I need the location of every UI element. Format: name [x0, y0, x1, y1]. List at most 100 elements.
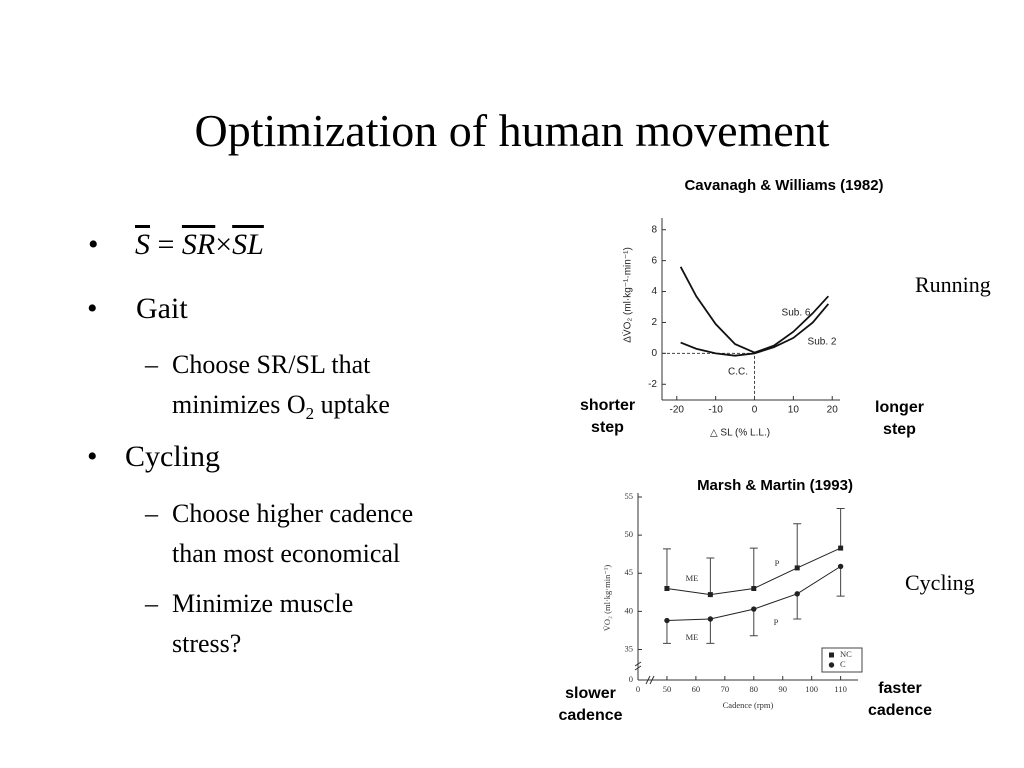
x-break-label: 0	[636, 684, 640, 694]
data-point	[838, 545, 844, 551]
error-bar	[793, 523, 802, 568]
formula-term: S	[135, 228, 150, 261]
y-tick-label: 55	[625, 491, 634, 501]
x-tick-label: 110	[834, 684, 846, 694]
y-tick-label: 0	[651, 348, 657, 359]
error-bar	[749, 609, 758, 637]
y-tick-label: 45	[625, 567, 634, 577]
y-tick-label: -2	[648, 379, 657, 390]
error-bar	[793, 593, 802, 620]
x-tick-label: 0	[752, 405, 758, 416]
annotation: P	[775, 558, 780, 568]
sub-bullet: – Choose higher cadence than most economic…	[145, 494, 414, 574]
x-tick-label: 20	[827, 405, 839, 416]
data-point	[664, 617, 670, 624]
sub-bullet-line: Choose higher cadence	[172, 499, 414, 528]
x-tick-label: 70	[721, 684, 730, 694]
y-axis-label: V̇O₂ (ml·kg·min⁻¹)	[602, 565, 612, 632]
series-label: Sub. 2	[808, 337, 837, 348]
left-label: slower cadence	[558, 685, 623, 724]
annotation: ME	[686, 632, 699, 642]
dash: –	[145, 589, 158, 618]
data-point	[794, 565, 800, 571]
y-break-label: 0	[629, 674, 633, 684]
sub-bullet-line: Choose SR/SL that	[172, 350, 371, 379]
y-tick-label: 2	[651, 317, 657, 328]
formula-term: SR	[181, 228, 216, 261]
error-bar	[662, 620, 671, 644]
error-bar	[706, 619, 715, 644]
data-point	[794, 591, 800, 597]
data-point	[664, 586, 670, 591]
legend-label: C	[840, 659, 846, 669]
legend-box	[821, 647, 863, 673]
formula-term: SL	[232, 228, 264, 261]
axis-break	[645, 675, 655, 685]
annotation: ME	[686, 573, 699, 583]
left-label: shorter step	[579, 397, 636, 436]
bullet-dot: •	[87, 292, 98, 325]
legend-marker	[828, 662, 835, 668]
y-tick-label: 6	[651, 255, 657, 266]
bullet-dot: •	[88, 228, 99, 261]
x-axis-label: △ SL (% L.L.)	[710, 428, 770, 439]
text: uptake	[314, 390, 390, 419]
data-point	[751, 586, 757, 591]
x-tick-label: 10	[788, 405, 800, 416]
x-tick-label: -20	[670, 405, 685, 416]
x-tick-label: 50	[663, 684, 672, 694]
error-bar	[836, 507, 845, 549]
y-tick-label: 40	[625, 605, 634, 615]
x-axis-label: Cadence (rpm)	[723, 700, 774, 710]
y-tick-label: 50	[625, 529, 634, 539]
chart-title: Marsh & Martin (1993)	[697, 477, 853, 494]
subscript: 2	[305, 404, 315, 424]
y-tick-label: 35	[625, 643, 634, 653]
y-tick-label: 4	[651, 286, 657, 297]
legend-label: NC	[840, 649, 852, 659]
x-tick-label: 100	[805, 684, 818, 694]
sub-bullet-line: minimizes O2 uptake	[172, 385, 390, 434]
sub-bullet-line: Minimize muscle	[172, 589, 354, 618]
chart-title: Cavanagh & Williams (1982)	[684, 177, 883, 194]
formula-op: ×	[215, 228, 233, 261]
sub-bullet: – Choose SR/SL that minimizes O2 uptake	[145, 345, 390, 434]
error-bar	[706, 557, 715, 595]
sub-bullet-line: than most economical	[172, 539, 401, 568]
x-tick-label: 90	[778, 684, 787, 694]
error-bar	[836, 566, 845, 597]
data-point	[837, 563, 844, 570]
bullet: Gait •	[87, 292, 188, 325]
y-axis-label: ΔV̇O₂ (ml·kg⁻¹·min⁻¹)	[621, 247, 634, 343]
dash: –	[145, 350, 158, 379]
axis-break	[634, 661, 642, 671]
error-bar	[749, 547, 758, 589]
data-point	[707, 592, 713, 598]
x-tick-label: 80	[750, 684, 759, 694]
series-line	[680, 303, 830, 357]
error-bar	[662, 548, 671, 589]
sub-bullet-line: stress?	[172, 629, 242, 658]
x-tick-label: 60	[692, 684, 701, 694]
formula-op: =	[157, 228, 175, 261]
right-label: longer step	[875, 399, 924, 438]
bullet-dot: •	[87, 440, 98, 473]
side-label: Cycling	[905, 570, 975, 595]
right-label: faster cadence	[867, 680, 933, 719]
annotation: P	[774, 617, 779, 627]
sub-bullet: – Minimize muscle stress?	[145, 584, 354, 664]
data-point	[707, 616, 714, 622]
annotation: C.C.	[728, 367, 748, 378]
formula: • S = SR×SL	[88, 228, 264, 262]
side-label: Running	[915, 272, 991, 297]
legend-marker	[829, 652, 834, 658]
dash: –	[145, 499, 158, 528]
text: minimizes O	[172, 390, 306, 419]
series-label: Sub. 6	[782, 308, 811, 319]
bullet: Cycling •	[87, 440, 220, 473]
y-tick-label: 8	[651, 224, 657, 235]
slide-title: Optimization of human movement	[194, 105, 830, 156]
data-point	[751, 606, 757, 612]
